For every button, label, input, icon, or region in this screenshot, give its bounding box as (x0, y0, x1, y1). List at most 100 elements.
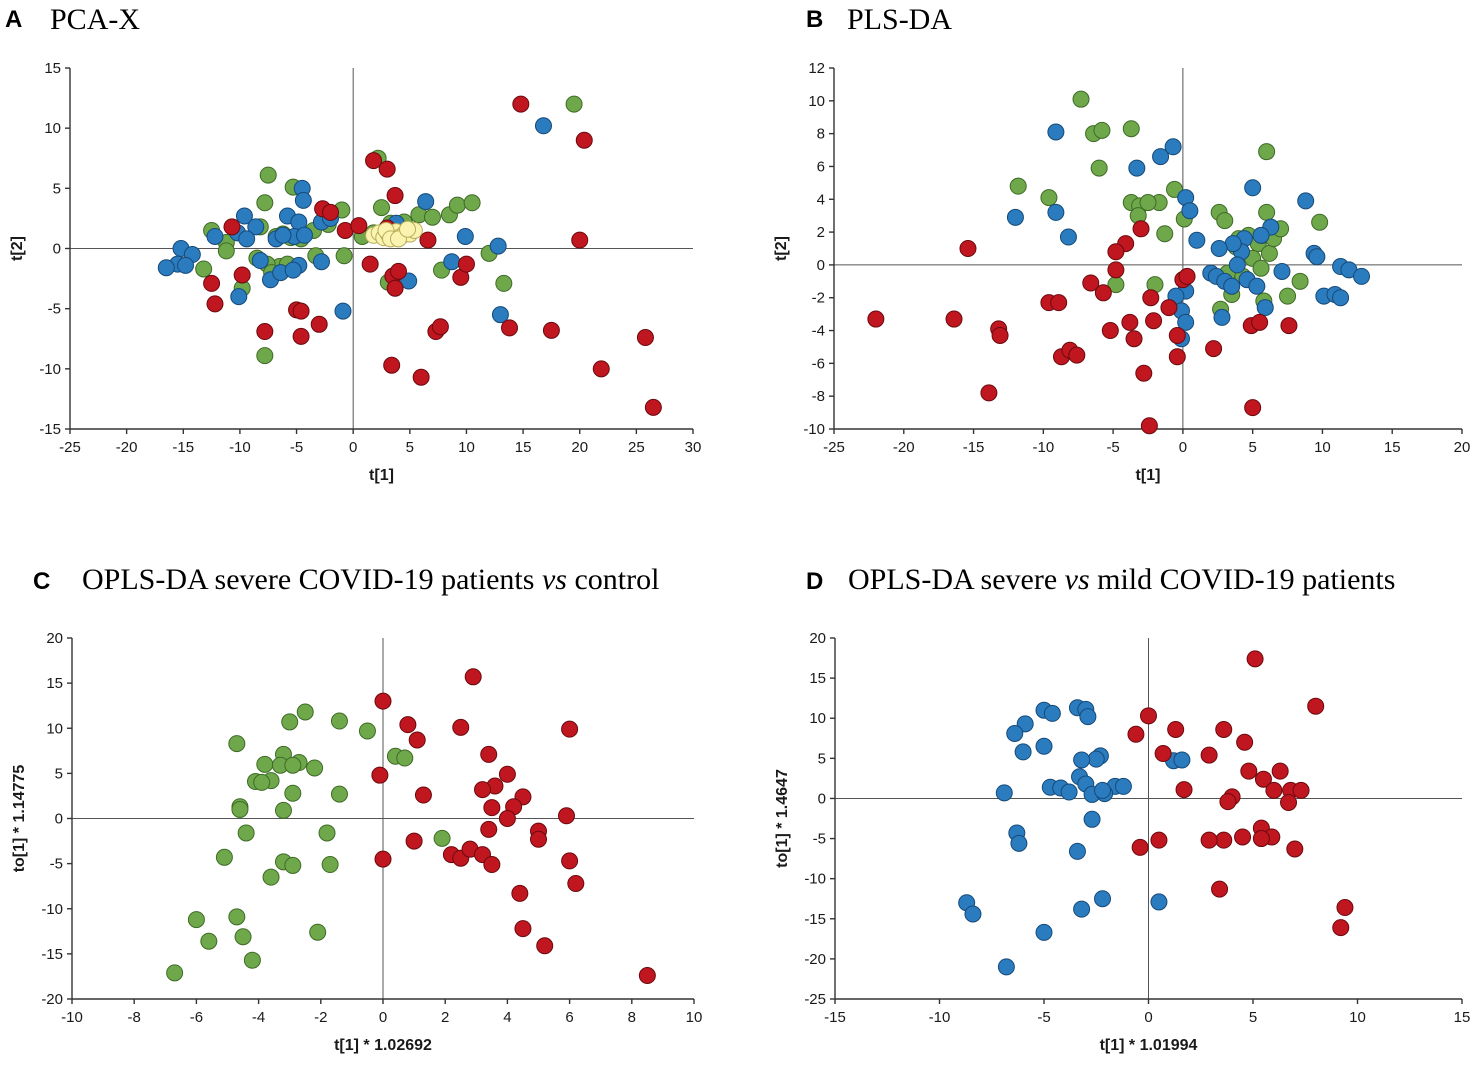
data-point-red (530, 830, 547, 848)
data-point-red (405, 832, 423, 850)
data-point-green (237, 824, 255, 842)
y-tick-label: -10 (41, 901, 63, 918)
y-tick-label: 8 (817, 126, 825, 143)
data-point-red (1132, 220, 1150, 238)
x-tick-label: 6 (565, 1009, 573, 1026)
data-point-red (1280, 317, 1298, 335)
panel-title: OPLS-DA severe COVID-19 patients vs cont… (82, 563, 659, 596)
data-point-red (322, 203, 340, 221)
x-tick-label: 5 (406, 439, 414, 456)
x-tick-label: -10 (1032, 439, 1054, 456)
panel-title: PLS-DA (847, 3, 952, 36)
data-point-red (1178, 267, 1196, 285)
data-point-blue (1353, 267, 1371, 285)
x-tick-label: -15 (963, 439, 985, 456)
data-point-green (1156, 225, 1174, 243)
data-point-blue (1035, 923, 1053, 941)
data-point-green (256, 194, 274, 212)
panel-c: C OPLS-DA severe COVID-19 patients vs co… (11, 563, 702, 1054)
data-point-green (281, 713, 299, 731)
y-tick-label: 5 (818, 750, 826, 767)
panel-d: D OPLS-DA severe vs mild COVID-19 patien… (774, 563, 1470, 1054)
x-tick-label: 0 (379, 1009, 387, 1026)
title-segment: vs (1065, 563, 1090, 596)
data-point-red (361, 255, 379, 273)
data-point-red (1140, 417, 1158, 435)
data-point-blue (1006, 208, 1024, 226)
x-tick-label: 15 (515, 439, 532, 456)
data-point-green (284, 856, 302, 874)
title-segment: vs (542, 563, 567, 596)
y-tick-label: 20 (809, 630, 826, 647)
data-point-red (412, 368, 430, 386)
x-axis-label: t[1] (369, 467, 394, 484)
data-point-red (498, 765, 516, 783)
data-point-red (1265, 781, 1283, 799)
y-tick-label: 15 (46, 675, 63, 692)
data-point-green (1252, 259, 1270, 277)
x-tick-label: -5 (1106, 439, 1119, 456)
data-point-red (512, 95, 530, 113)
x-tick-label: -5 (290, 439, 303, 456)
data-point-blue (1244, 179, 1262, 197)
y-tick-label: 12 (808, 60, 825, 77)
x-tick-label: 10 (686, 1009, 703, 1026)
data-point-green (234, 928, 252, 946)
data-point-red (256, 323, 274, 341)
data-point-red (571, 231, 589, 249)
data-point-red (1101, 322, 1119, 340)
data-point-green (1139, 194, 1157, 212)
data-point-red (959, 240, 977, 257)
data-point-green (423, 208, 441, 226)
data-point-green (448, 196, 466, 214)
data-point-red (389, 262, 407, 280)
data-point-red (1236, 733, 1254, 751)
data-point-red (206, 295, 224, 313)
panel-title: OPLS-DA severe vs mild COVID-19 patients (848, 563, 1395, 596)
x-tick-label: -6 (190, 1009, 203, 1026)
data-point-green (256, 755, 274, 773)
data-point-red (592, 360, 610, 378)
data-point-blue (1273, 262, 1291, 280)
data-point-blue (206, 227, 224, 245)
y-tick-label: -5 (48, 301, 61, 318)
data-point-red (567, 874, 585, 892)
y-tick-label: -8 (812, 388, 825, 405)
data-point-blue (1252, 226, 1270, 244)
data-point-red (464, 668, 482, 686)
data-point-red (1215, 831, 1233, 849)
data-point-red (1200, 831, 1218, 849)
data-point-blue (417, 193, 435, 211)
title-segment: PCA-X (50, 3, 140, 36)
data-point-blue (238, 230, 256, 248)
data-point-blue (1228, 256, 1246, 274)
data-point-blue (443, 253, 461, 271)
data-point-blue (177, 256, 195, 274)
x-tick-label: 10 (1314, 439, 1331, 456)
x-tick-label: 8 (628, 1009, 636, 1026)
y-tick-label: 5 (55, 765, 63, 782)
data-point-blue (1073, 900, 1091, 918)
x-tick-label: 0 (1179, 439, 1187, 456)
data-point-green (195, 260, 213, 278)
data-point-red (483, 799, 501, 817)
data-point-green (309, 923, 327, 941)
y-tick-label: 2 (817, 224, 825, 241)
x-tick-label: -25 (59, 439, 81, 456)
data-point-blue (1060, 783, 1078, 801)
y-tick-label: -25 (804, 991, 826, 1008)
data-point-blue (964, 905, 982, 923)
data-point-green (565, 95, 583, 113)
y-tick-label: -20 (804, 951, 826, 968)
data-point-blue (1079, 708, 1097, 726)
data-point-red (223, 218, 241, 236)
y-tick-label: 15 (809, 670, 826, 687)
data-point-red (233, 266, 251, 284)
y-tick-label: 0 (55, 811, 63, 828)
x-tick-label: -10 (61, 1009, 83, 1026)
data-point-red (1240, 762, 1258, 780)
data-point-red (483, 856, 501, 874)
data-point-blue (997, 958, 1015, 976)
panel-letter: C (33, 568, 50, 595)
data-point-blue (1223, 277, 1241, 295)
